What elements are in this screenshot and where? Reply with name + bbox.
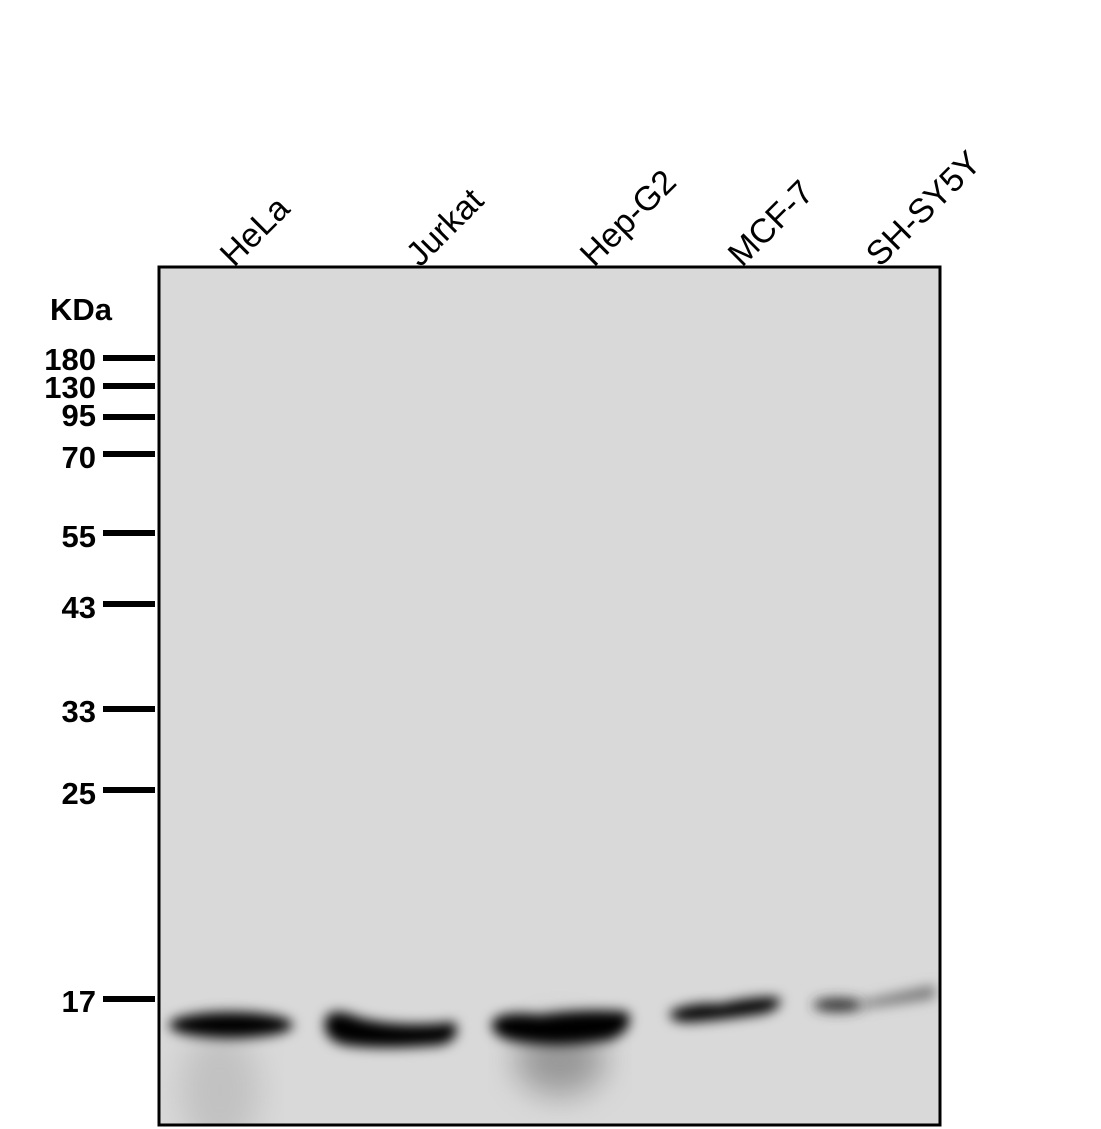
smear: [180, 1030, 260, 1125]
marker-label: 95: [62, 398, 96, 433]
marker-130: 130: [44, 370, 155, 405]
marker-ladder: 180 130 95 70 55 43 33 25 17: [44, 342, 155, 1019]
marker-label: 33: [62, 694, 96, 729]
lane-label-sh-sy5y: SH-SY5Y: [859, 144, 989, 274]
marker-95: 95: [62, 398, 155, 433]
lane-labels: HeLa Jurkat Hep-G2 MCF-7 SH-SY5Y: [213, 144, 989, 274]
marker-tick: [103, 355, 155, 361]
band-sh-sy5y-tail: [860, 985, 935, 1008]
marker-label: 25: [62, 776, 96, 811]
marker-180: 180: [44, 342, 155, 377]
marker-55: 55: [62, 519, 155, 554]
marker-label: 70: [62, 440, 96, 475]
marker-label: 43: [62, 590, 96, 625]
lane-label-hep-g2: Hep-G2: [573, 163, 684, 274]
band-mcf-7: [669, 997, 781, 1022]
marker-tick: [103, 451, 155, 457]
lane-label-hela: HeLa: [213, 189, 297, 273]
marker-tick: [103, 996, 155, 1002]
membrane: [157, 265, 942, 1127]
lane-label-mcf-7: MCF-7: [721, 173, 821, 273]
marker-tick: [103, 414, 155, 420]
unit-label: KDa: [50, 292, 113, 327]
marker-43: 43: [62, 590, 155, 625]
marker-17: 17: [62, 984, 155, 1019]
band-hela: [169, 1012, 293, 1038]
marker-label: 55: [62, 519, 96, 554]
marker-label: 17: [62, 984, 96, 1019]
band-sh-sy5y: [813, 998, 863, 1012]
lane-label-jurkat: Jurkat: [399, 181, 492, 274]
marker-tick: [103, 706, 155, 712]
marker-33: 33: [62, 694, 155, 729]
marker-tick: [103, 530, 155, 536]
marker-tick: [103, 787, 155, 793]
band-hep-g2: [491, 1010, 630, 1045]
marker-label: 130: [44, 370, 96, 405]
membrane-background: [159, 267, 940, 1125]
membrane-border: [157, 265, 942, 1127]
marker-tick: [103, 383, 155, 389]
marker-70: 70: [62, 440, 155, 475]
marker-tick: [103, 601, 155, 607]
marker-25: 25: [62, 776, 155, 811]
marker-label: 180: [44, 342, 96, 377]
band-jurkat: [324, 1011, 457, 1048]
